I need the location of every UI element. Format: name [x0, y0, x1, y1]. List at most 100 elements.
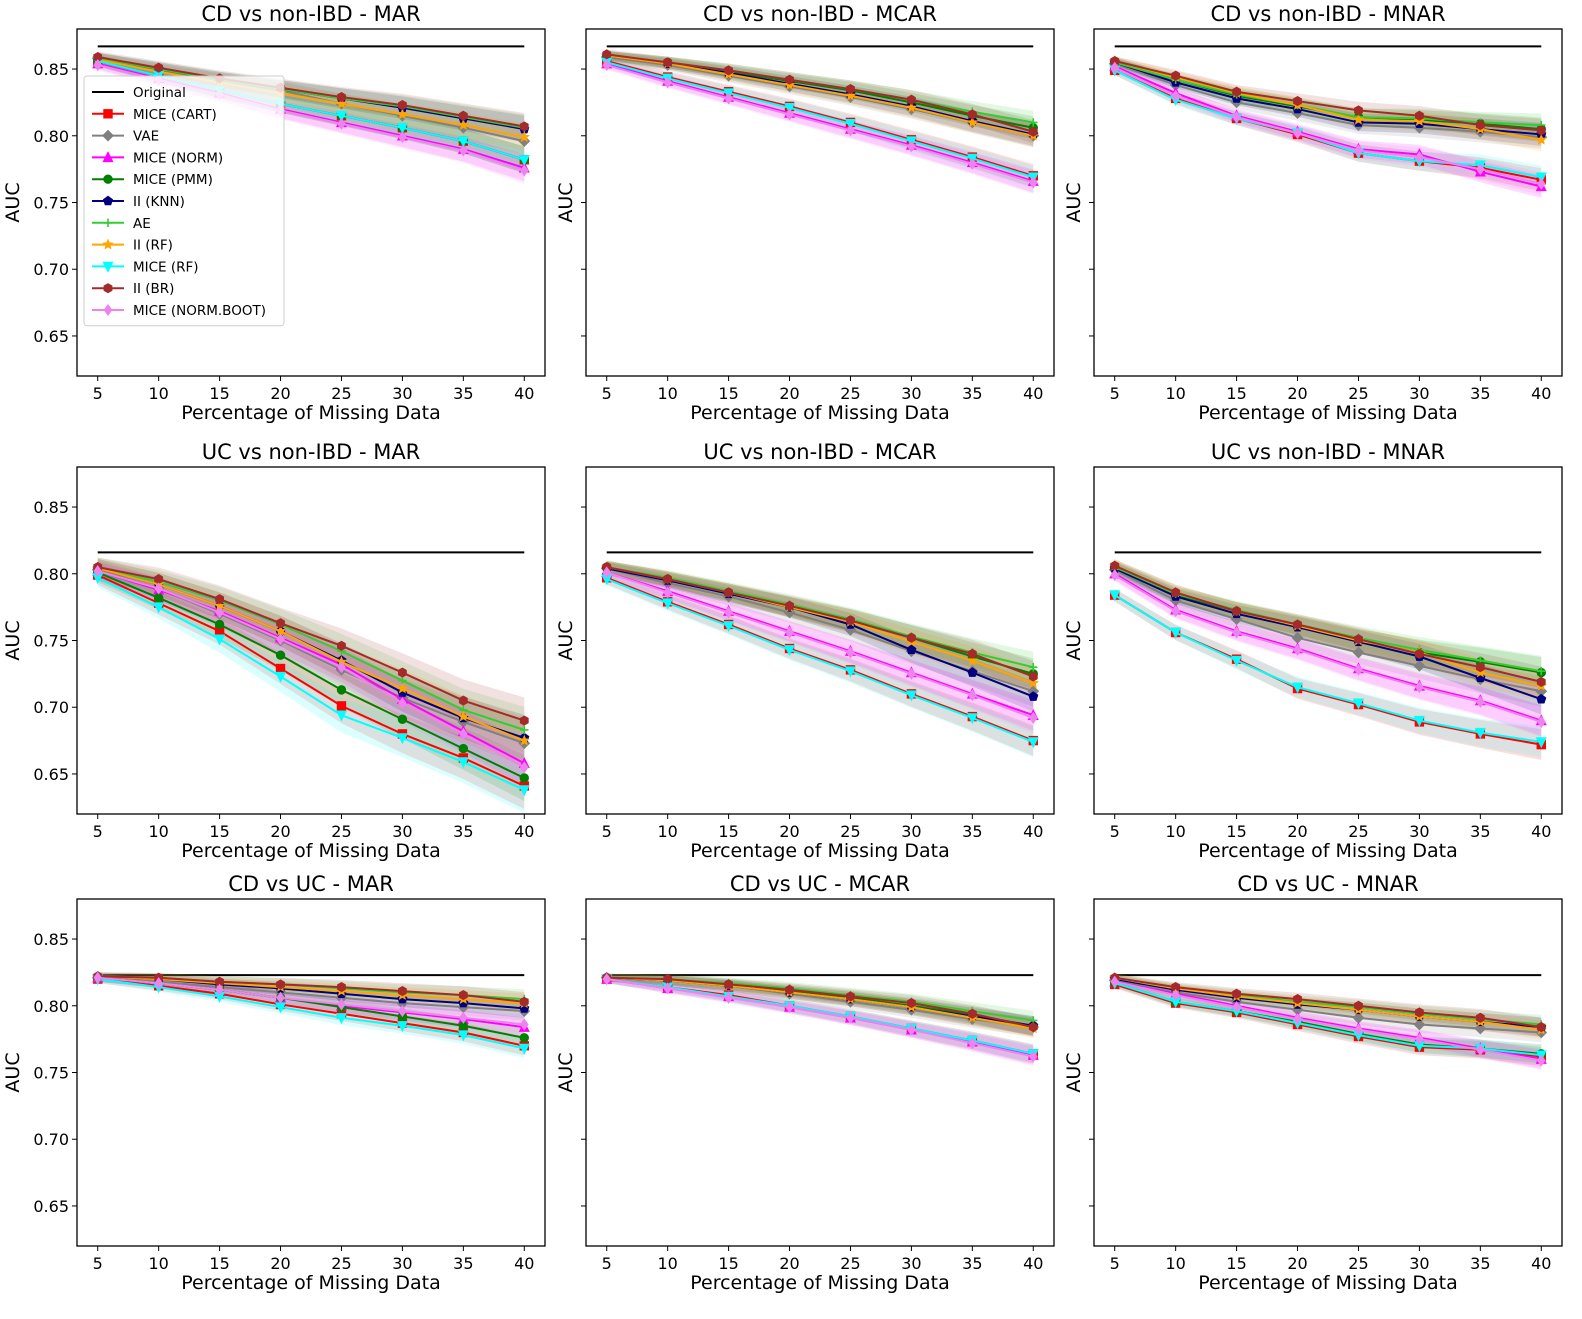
y-tick-label: 0.75 [33, 194, 69, 213]
panel-cd-vs-non-ibd-mcar: CD vs non-IBD - MCAR 5 10 15 20 25 30 35 40 Perce… [555, 2, 1055, 424]
x-tick-label: 35 [962, 1254, 982, 1273]
legend-marker [103, 283, 113, 294]
series-line-vae [1114, 62, 1542, 139]
series-line-mice-norm-boot [97, 976, 525, 1026]
series-line-ii-rf [606, 976, 1034, 1030]
x-tick-label: 15 [718, 822, 738, 841]
point-mice-norm-boot [663, 586, 672, 599]
point-ii-br [663, 57, 673, 68]
point-vae [1352, 646, 1365, 659]
point-mice-cart [275, 663, 286, 674]
point-mice-norm-boot [519, 1018, 529, 1031]
point-mice-norm-boot [1476, 695, 1485, 708]
point-mice-norm-boot [1536, 1054, 1546, 1067]
x-tick-label: 30 [1409, 1254, 1429, 1273]
point-mice-rf [1413, 715, 1425, 727]
series-line-mice-cart [1114, 983, 1542, 1058]
point-mice-rf [662, 598, 674, 610]
x-tick-label: 5 [1110, 384, 1120, 403]
point-mice-rf [1109, 590, 1121, 602]
legend-label: MICE (NORM.BOOT) [133, 303, 266, 319]
plot-area [600, 551, 1040, 758]
legend-marker [103, 303, 113, 317]
point-ii-rf [396, 108, 409, 120]
point-mice-norm-boot [1293, 1013, 1302, 1026]
point-mice-pmm [275, 650, 286, 660]
series-line-ii-rf [97, 58, 525, 139]
legend-label: AE [133, 216, 151, 232]
y-tick-label: 0.70 [33, 1130, 69, 1149]
band-ae [1114, 57, 1542, 137]
panel-title: CD vs UC - MNAR [1237, 872, 1418, 896]
point-ii-br [724, 65, 733, 76]
point-ae [1029, 118, 1038, 127]
x-tick-label: 20 [270, 384, 290, 403]
band-mice-cart [1114, 588, 1542, 760]
x-tick-label: 35 [962, 822, 982, 841]
point-ii-br [398, 99, 407, 111]
series-line-ii-br [606, 566, 1034, 678]
x-tick-label: 10 [148, 384, 168, 403]
point-mice-pmm [336, 685, 347, 695]
point-ii-knn [1536, 693, 1547, 704]
x-axis-label: Percentage of Missing Data [181, 402, 441, 424]
legend-label: Original [133, 85, 186, 101]
legend-marker [102, 195, 114, 206]
point-ii-br [1536, 1022, 1546, 1033]
band-ii-rf [97, 558, 525, 764]
legend-label: II (KNN) [133, 194, 185, 210]
point-ae [1029, 662, 1038, 672]
y-axis-label: AUC [2, 620, 24, 660]
band-mice-pmm [97, 562, 525, 802]
x-tick-label: 10 [148, 1254, 168, 1273]
band-mice-norm [97, 973, 525, 1037]
x-tick-label: 30 [1409, 822, 1429, 841]
point-ii-br [337, 982, 346, 993]
point-ii-br [458, 990, 468, 1001]
panel-title: UC vs non-IBD - MCAR [703, 440, 936, 464]
x-tick-label: 15 [718, 384, 738, 403]
point-mice-pmm [397, 714, 408, 724]
point-ii-br [154, 574, 164, 585]
x-tick-label: 25 [331, 384, 351, 403]
point-ii-br [907, 632, 916, 643]
series-line-ae [97, 566, 525, 731]
point-ii-br [458, 695, 468, 706]
point-mice-norm-boot [1354, 1023, 1363, 1036]
y-axis-label: AUC [1063, 1052, 1085, 1092]
series-line-mice-norm-boot [606, 571, 1034, 719]
point-ii-br [785, 600, 794, 611]
point-mice-rf [457, 757, 469, 769]
point-mice-norm-boot [215, 606, 224, 619]
point-mice-rf [723, 621, 735, 633]
series-line-mice-norm [1114, 572, 1542, 722]
panel-title: UC vs non-IBD - MAR [202, 440, 421, 464]
x-tick-label: 5 [93, 384, 103, 403]
point-mice-pmm [214, 619, 225, 630]
x-tick-label: 10 [657, 822, 677, 841]
panel-cd-vs-non-ibd-mnar: CD vs non-IBD - MNAR 5 10 15 20 25 30 35 40 Perce… [1063, 2, 1563, 424]
series-line-mice-norm [606, 571, 1034, 717]
panel-uc-vs-non-ibd-mnar: UC vs non-IBD - MNAR 5 10 15 20 25 30 35 40 Perce… [1063, 440, 1563, 862]
point-ii-rf [396, 682, 409, 694]
series-line-ii-br [97, 56, 525, 128]
legend-marker [102, 129, 114, 142]
point-ii-br [1293, 994, 1302, 1005]
point-ii-br [602, 49, 612, 60]
x-tick-label: 10 [148, 822, 168, 841]
x-tick-label: 40 [514, 822, 534, 841]
plot-area [1108, 551, 1548, 760]
band-mice-rf [606, 975, 1034, 1064]
series-line-ii-br [1114, 976, 1542, 1029]
point-mice-rf [396, 1021, 408, 1033]
point-mice-rf [966, 713, 978, 725]
point-ii-br [785, 74, 794, 85]
point-mice-norm-boot [1293, 127, 1302, 140]
point-mice-norm-boot [1171, 605, 1180, 618]
point-ii-br [1354, 1000, 1363, 1011]
point-ii-rf [457, 119, 470, 130]
x-tick-label: 40 [514, 384, 534, 403]
point-mice-norm-boot [337, 661, 346, 674]
series-line-ii-br [97, 566, 525, 722]
